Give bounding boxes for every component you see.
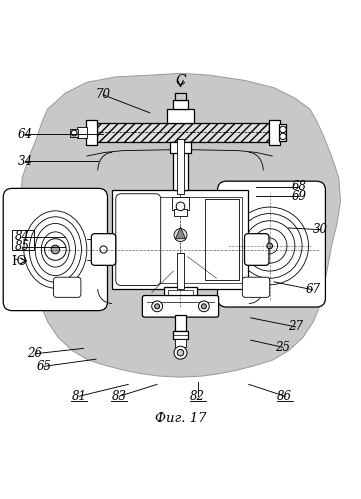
Text: Фиг. 17: Фиг. 17 bbox=[155, 412, 206, 425]
Circle shape bbox=[174, 229, 187, 242]
Text: 82: 82 bbox=[190, 390, 205, 403]
Circle shape bbox=[152, 301, 162, 312]
Bar bbox=[173, 331, 188, 339]
Bar bbox=[164, 287, 197, 311]
Circle shape bbox=[280, 133, 286, 140]
Bar bbox=[248, 237, 265, 262]
Ellipse shape bbox=[24, 211, 87, 288]
Circle shape bbox=[44, 239, 66, 260]
FancyBboxPatch shape bbox=[53, 277, 81, 297]
Text: С: С bbox=[175, 74, 186, 88]
Text: 85: 85 bbox=[15, 240, 30, 253]
Text: 68: 68 bbox=[292, 180, 307, 193]
FancyBboxPatch shape bbox=[242, 277, 270, 297]
Circle shape bbox=[176, 202, 185, 211]
Circle shape bbox=[177, 349, 184, 356]
Polygon shape bbox=[175, 227, 186, 239]
Circle shape bbox=[51, 245, 60, 254]
Circle shape bbox=[244, 221, 295, 271]
Bar bbox=[77, 127, 87, 138]
Text: 84: 84 bbox=[15, 231, 30, 244]
Bar bbox=[112, 190, 248, 289]
Text: 81: 81 bbox=[71, 390, 87, 403]
Circle shape bbox=[252, 229, 287, 263]
Circle shape bbox=[201, 304, 206, 309]
Text: 27: 27 bbox=[288, 320, 303, 333]
Bar bbox=[173, 100, 188, 109]
Text: 67: 67 bbox=[305, 283, 320, 296]
Circle shape bbox=[280, 126, 286, 133]
Bar bbox=[86, 119, 97, 145]
Bar bbox=[177, 253, 184, 289]
Text: 25: 25 bbox=[275, 341, 291, 354]
FancyBboxPatch shape bbox=[218, 181, 325, 307]
Circle shape bbox=[262, 238, 278, 254]
Bar bbox=[173, 142, 188, 190]
Text: 30: 30 bbox=[313, 223, 328, 236]
FancyBboxPatch shape bbox=[116, 194, 161, 285]
Text: 64: 64 bbox=[18, 128, 32, 141]
Text: 86: 86 bbox=[277, 390, 292, 403]
Ellipse shape bbox=[29, 217, 82, 282]
Text: 65: 65 bbox=[36, 360, 51, 373]
Ellipse shape bbox=[41, 232, 69, 267]
Text: 83: 83 bbox=[112, 390, 127, 403]
Text: 70: 70 bbox=[96, 88, 111, 101]
Text: 26: 26 bbox=[27, 347, 42, 360]
Circle shape bbox=[267, 243, 273, 249]
Bar bbox=[167, 109, 194, 123]
Bar bbox=[70, 129, 78, 137]
Bar bbox=[97, 123, 269, 142]
Bar bbox=[95, 237, 112, 262]
Circle shape bbox=[237, 214, 302, 278]
Text: 69: 69 bbox=[292, 190, 307, 203]
Bar bbox=[175, 339, 186, 347]
Bar bbox=[269, 119, 280, 145]
Polygon shape bbox=[21, 73, 340, 377]
Circle shape bbox=[71, 130, 77, 136]
Text: Ю: Ю bbox=[11, 254, 26, 267]
Circle shape bbox=[155, 304, 160, 309]
Bar bbox=[170, 142, 191, 153]
Bar bbox=[175, 93, 186, 100]
FancyBboxPatch shape bbox=[244, 234, 269, 265]
Circle shape bbox=[100, 246, 107, 253]
Bar bbox=[245, 280, 267, 294]
Bar bbox=[175, 315, 186, 331]
Circle shape bbox=[174, 346, 187, 359]
FancyBboxPatch shape bbox=[3, 188, 108, 311]
Bar bbox=[56, 280, 78, 294]
Bar bbox=[279, 124, 286, 141]
FancyBboxPatch shape bbox=[91, 234, 116, 265]
Bar bbox=[119, 197, 242, 282]
Bar bbox=[168, 290, 193, 308]
Bar bbox=[177, 139, 184, 194]
Bar bbox=[171, 198, 190, 210]
Circle shape bbox=[199, 301, 209, 312]
Circle shape bbox=[231, 207, 309, 285]
Text: 34: 34 bbox=[18, 155, 32, 168]
Bar bbox=[174, 209, 187, 217]
Bar bbox=[205, 199, 239, 280]
FancyBboxPatch shape bbox=[142, 295, 219, 317]
Bar bbox=[12, 231, 34, 250]
Ellipse shape bbox=[35, 224, 75, 275]
